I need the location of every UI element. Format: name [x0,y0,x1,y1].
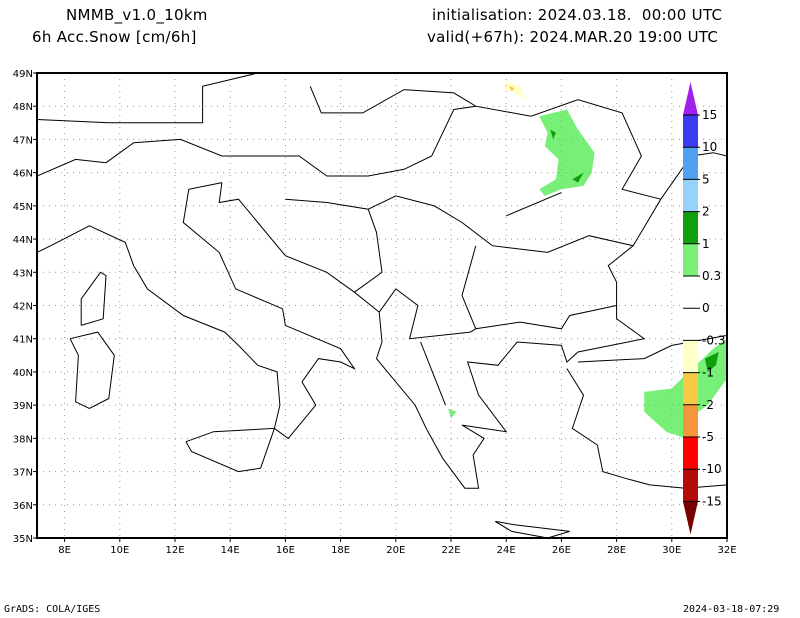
lon-label: 20E [386,545,405,556]
lon-label: 22E [441,545,460,556]
coastline [37,182,356,440]
snow-area-turkey-heavy [704,352,719,372]
footer-timestamp: 2024-03-18-07:29 [683,604,780,615]
lat-label: 44N [13,235,33,246]
colorbar-segment [683,179,698,212]
coastline [285,198,383,293]
colorbar-label: 10 [702,140,717,154]
lat-label: 42N [13,302,33,313]
colorbar-label: 2 [702,205,710,219]
lat-label: 48N [13,102,33,113]
footer-credit: GrADS: COLA/IGES [4,604,101,615]
valid-time: valid(+67h): 2024.MAR.20 19:00 UTC [427,28,719,46]
colorbar-label: -2 [702,398,714,412]
coastline [506,192,562,217]
colorbar-segment [683,469,698,502]
colorbar-label: 15 [702,108,717,122]
coastline [566,368,727,489]
coastline [37,73,258,124]
colorbar-label: -15 [702,494,722,508]
lon-label: 18E [331,545,350,556]
colorbar-segment [683,115,698,148]
lon-label: 16E [276,545,295,556]
lon-label: 14E [221,545,240,556]
colorbar-label: 5 [702,172,710,186]
colorbar-max-triangle [683,82,698,115]
colorbar-segment [683,372,698,405]
coastline [461,222,634,253]
lon-label: 10E [110,545,129,556]
lat-label: 49N [13,69,33,80]
lon-label: 24E [497,545,516,556]
model-title: NMMB_v1.0_10km [66,6,208,24]
coastline [475,305,617,330]
colorbar-segment [683,243,698,276]
colorbar-label: -0.3 [702,333,725,347]
lon-label: 32E [717,545,736,556]
lat-label: 36N [13,501,33,512]
snow-area-ukraine-melt [509,86,515,92]
coastline [80,271,107,326]
colorbar-label: 0 [702,301,710,315]
colorbar-min-triangle [683,501,698,535]
lon-label: 12E [165,545,184,556]
lon-label: 30E [662,545,681,556]
colorbar-segment [683,404,698,437]
lat-label: 41N [13,335,33,346]
lat-label: 40N [13,368,33,379]
colorbar-label: 0.3 [702,269,721,283]
coastline [69,331,115,410]
lon-label: 26E [552,545,571,556]
lat-label: 45N [13,202,33,213]
lat-label: 47N [13,135,33,146]
snow-area-romania-heavy [572,172,584,183]
coastline [420,341,446,406]
lon-label: 28E [607,545,626,556]
lat-label: 43N [13,268,33,279]
coastline [37,105,476,177]
initialisation-time: initialisation: 2024.03.18. 00:00 UTC [432,6,723,24]
lat-label: 38N [13,434,33,445]
variable-title: 6h Acc.Snow [cm/6h] [32,28,197,46]
colorbar-segment [683,211,698,244]
snow-area-ukraine [503,81,526,100]
lon-label: 8E [58,545,71,556]
coastline [494,520,570,538]
lat-label: 37N [13,468,33,479]
lat-label: 35N [13,534,33,545]
snow-area-romania [539,109,595,196]
colorbar-segment [683,437,698,470]
colorbar-segment [683,340,698,373]
snow-area-greece [448,408,457,419]
coastline [378,245,477,340]
coastline [185,427,276,473]
lat-label: 39N [13,401,33,412]
colorbar-label: 1 [702,237,710,251]
colorbar-label: -5 [702,430,714,444]
lat-label: 46N [13,169,33,180]
coastline [309,86,661,200]
colorbar-label: -10 [702,462,722,476]
coastline [367,195,463,223]
colorbar-segment [683,147,698,180]
colorbar-label: -1 [702,366,714,380]
coastline [218,152,727,489]
snow-area-romania-heavy [550,129,556,140]
